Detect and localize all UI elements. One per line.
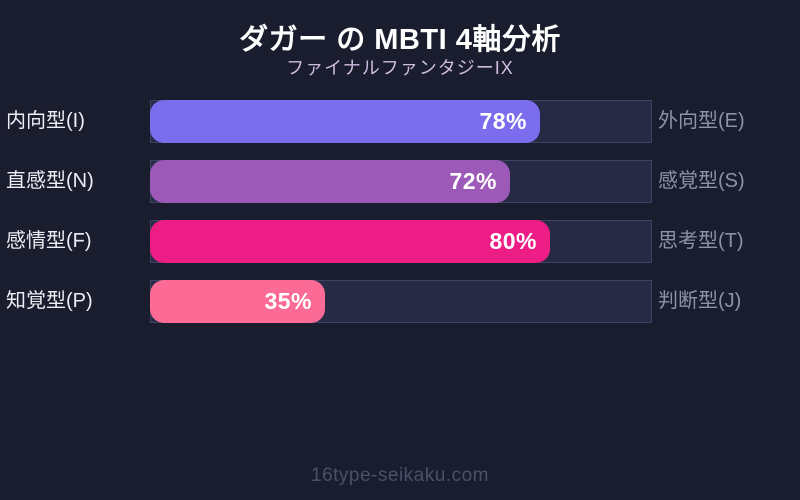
bar-track: 78% (150, 100, 652, 143)
axis-row-feeling-thinking: 感情型(F) 80% 思考型(T) (0, 220, 800, 263)
axis-left-label: 感情型(F) (6, 230, 92, 252)
axis-row-perceiving-judging: 知覚型(P) 35% 判断型(J) (0, 280, 800, 323)
bar-value-label: 35% (264, 288, 312, 314)
bar-track: 80% (150, 220, 652, 263)
axis-right-label: 思考型(T) (658, 230, 744, 252)
axis-left-label: 直感型(N) (6, 170, 94, 192)
axis-right-label: 判断型(J) (658, 290, 742, 312)
bar-value-label: 80% (489, 228, 537, 254)
axis-left-label: 内向型(I) (6, 110, 85, 132)
axis-left-label: 知覚型(P) (6, 290, 93, 312)
page-title: ダガー の MBTI 4軸分析 (239, 24, 561, 56)
bar-value-label: 78% (479, 108, 527, 134)
axis-row-introvert-extravert: 内向型(I) 78% 外向型(E) (0, 100, 800, 143)
bar-track: 35% (150, 280, 652, 323)
axis-right-label: 外向型(E) (658, 110, 745, 132)
bar-fill-feeling: 80% (150, 220, 550, 263)
axis-row-intuition-sensing: 直感型(N) 72% 感覚型(S) (0, 160, 800, 203)
bar-fill-introvert: 78% (150, 100, 540, 143)
page-subtitle: ファイナルファンタジーIX (286, 58, 514, 78)
bar-track: 72% (150, 160, 652, 203)
axis-right-label: 感覚型(S) (658, 170, 745, 192)
bar-fill-intuition: 72% (150, 160, 510, 203)
bar-fill-perceiving: 35% (150, 280, 325, 323)
bar-value-label: 72% (449, 168, 497, 194)
site-watermark: 16type-seikaku.com (311, 465, 489, 486)
